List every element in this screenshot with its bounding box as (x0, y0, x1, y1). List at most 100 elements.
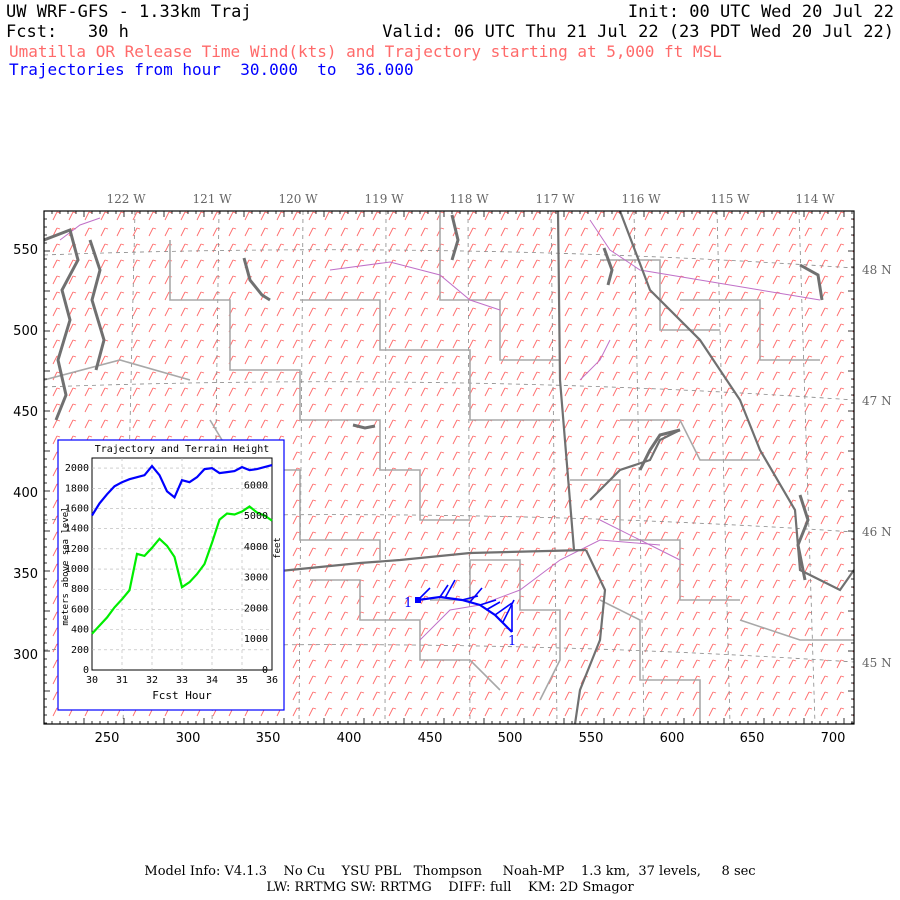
trajectory-range: Trajectories from hour 30.000 to 36.000 (9, 60, 414, 79)
inset-ytick-right: 2000 (244, 603, 268, 614)
x-grid-labels: 250 300 350 400 450 500 550 600 650 700 (95, 731, 846, 746)
county-line (680, 299, 820, 361)
lake-pend-oreille (602, 247, 614, 286)
inset-ytick-right: 1000 (244, 634, 268, 645)
state-borders (269, 211, 854, 724)
meridian-119w (384, 211, 387, 724)
model-title: UW WRF-GFS - 1.33km Traj (6, 2, 252, 22)
meridian-117w (550, 211, 558, 724)
fcst-label: Fcst: (6, 22, 58, 42)
y-grid-label: 300 (13, 648, 38, 663)
lat-label: 48 N (862, 263, 892, 277)
inset-ytick-left: 1800 (65, 483, 89, 494)
inset-ytick-right: 4000 (244, 542, 268, 553)
traj-from: 30.000 (240, 60, 298, 79)
id-mt-border (618, 211, 854, 592)
x-grid-label: 500 (498, 731, 523, 746)
river (589, 219, 821, 301)
x-grid-label: 350 (256, 731, 281, 746)
lake-roosevelt (450, 214, 460, 261)
y-grid-label: 550 (13, 243, 38, 258)
inset-xtick: 34 (206, 675, 218, 686)
trajectory: 1 1 (404, 579, 516, 649)
inset-left-axis: 0 200 400 600 800 1000 1200 1400 1600 1800 2000 (65, 463, 89, 676)
meridian-114w (798, 211, 816, 724)
x-grid-label: 650 (740, 731, 765, 746)
wa-id-border (556, 211, 576, 551)
lon-label: 117 W (535, 192, 575, 206)
flathead-lake (799, 263, 824, 301)
trajectory-end-label: 1 (508, 634, 516, 649)
county-line (599, 599, 701, 724)
meridian-118w (467, 211, 471, 724)
river (59, 217, 101, 241)
forecast-hour: Fcst: 30 h (6, 22, 129, 42)
map-frame (43, 210, 855, 725)
inset-ytick-left: 1600 (65, 503, 89, 514)
trajectory-start-label: 1 (404, 596, 412, 611)
county-line (300, 299, 560, 421)
lon-label: 122 W (106, 192, 146, 206)
inset-ytick-left: 800 (71, 584, 89, 595)
inset-xtick: 32 (146, 675, 158, 686)
valid-time: Valid: 06 UTC Thu 21 Jul 22 (23 PDT Wed … (382, 22, 894, 42)
inset-ytick-left: 600 (71, 604, 89, 615)
y-grid-label: 450 (13, 405, 38, 420)
inset-xtick: 36 (266, 675, 278, 686)
lon-label: 120 W (278, 192, 318, 206)
meridian-120w (298, 211, 304, 724)
lon-label: 118 W (449, 192, 489, 206)
trajectory-start-marker (415, 597, 421, 603)
inset-ytick-left: 1000 (65, 564, 89, 575)
trajectory-height-line (91, 464, 273, 517)
inset-ylabel-left: meters above sea level (61, 506, 71, 625)
county-line (620, 419, 760, 461)
trajectory-arrow (502, 599, 515, 623)
county-line (439, 211, 560, 361)
inset-ytick-right: 3000 (244, 573, 268, 584)
lat-label: 46 N (862, 525, 892, 539)
meridian-115w (716, 211, 731, 724)
trajectory-path (417, 579, 515, 633)
lon-label: 114 W (795, 192, 835, 206)
inset-ytick-left: 1400 (65, 524, 89, 535)
frame-ticks (43, 210, 854, 724)
county-line (570, 479, 740, 601)
lat-label: 45 N (862, 656, 892, 670)
x-grid-label: 250 (95, 731, 120, 746)
inset-title: Trajectory and Terrain Height (95, 444, 270, 455)
coastline (44, 214, 824, 581)
lat-label: 47 N (862, 394, 892, 408)
fcst-value: 30 h (87, 22, 129, 42)
lon-label: 121 W (192, 192, 232, 206)
inset-ytick-left: 0 (83, 665, 89, 676)
trajectory-arrow (444, 579, 456, 599)
trajectory-arrow (485, 601, 501, 611)
lon-label: 116 W (621, 192, 661, 206)
inset-x-axis: 30 31 32 33 34 35 36 (86, 675, 278, 686)
y-grid-labels: 550 500 450 400 350 300 (13, 243, 38, 663)
inset-ytick-left: 200 (71, 645, 89, 656)
inset-ytick-right: 0 (262, 665, 268, 676)
x-grid-label: 550 (579, 731, 604, 746)
inset-grid (92, 458, 272, 670)
trajectory-arrow (479, 599, 497, 606)
model-physics: LW: RRTMG SW: RRTMG DIFF: full KM: 2D Sm… (266, 880, 634, 895)
river (329, 261, 501, 311)
county-line (739, 619, 854, 641)
y-grid-label: 500 (13, 324, 38, 339)
inset-xtick: 31 (116, 675, 128, 686)
trajectory-arrow (439, 584, 449, 598)
meridian-116w (633, 211, 645, 724)
inset-ytick-right: 6000 (244, 480, 268, 491)
y-grid-label: 350 (13, 567, 38, 582)
latitude-labels: 48 N 47 N 46 N 45 N (862, 263, 892, 670)
inset-ylabel-right: feet (273, 537, 283, 559)
x-grid-label: 700 (821, 731, 846, 746)
clearwater-boundary (589, 429, 681, 501)
inset-xlabel: Fcst Hour (152, 689, 212, 702)
puget-sound-coast (88, 239, 106, 371)
inset-xtick: 33 (176, 675, 188, 686)
traj-to-word: to (317, 60, 337, 79)
